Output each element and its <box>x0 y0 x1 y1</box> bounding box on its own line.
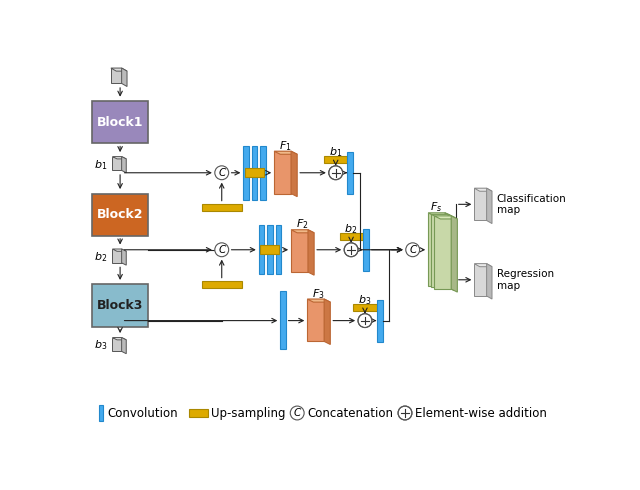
Bar <box>259 225 264 274</box>
Polygon shape <box>435 216 458 219</box>
Polygon shape <box>307 299 330 302</box>
Bar <box>113 338 122 351</box>
Circle shape <box>215 243 228 257</box>
Polygon shape <box>291 230 314 233</box>
Bar <box>252 146 257 200</box>
Polygon shape <box>122 157 126 173</box>
Text: C: C <box>409 245 417 255</box>
Text: Classification
map: Classification map <box>497 194 566 215</box>
Text: Convolution: Convolution <box>108 407 179 419</box>
Text: Block3: Block3 <box>97 299 143 312</box>
Bar <box>260 146 266 200</box>
Bar <box>376 300 383 342</box>
Bar <box>276 225 281 274</box>
Bar <box>280 292 285 349</box>
Text: Up-sampling: Up-sampling <box>211 407 285 419</box>
Bar <box>474 188 486 220</box>
Bar <box>92 101 148 144</box>
Circle shape <box>291 406 304 420</box>
Bar <box>202 281 242 288</box>
Polygon shape <box>448 214 454 291</box>
Bar <box>348 152 353 195</box>
Polygon shape <box>486 188 492 223</box>
Bar <box>435 216 451 289</box>
Polygon shape <box>111 68 127 71</box>
Bar <box>99 405 103 421</box>
Bar <box>307 299 324 342</box>
Polygon shape <box>291 151 297 196</box>
Text: C: C <box>218 168 225 178</box>
Text: $F_s$: $F_s$ <box>431 200 443 214</box>
Polygon shape <box>474 188 492 191</box>
Bar <box>274 151 291 194</box>
Text: $b_1$: $b_1$ <box>329 145 342 159</box>
Text: $F_2$: $F_2$ <box>296 218 309 231</box>
Polygon shape <box>122 338 126 354</box>
Text: $b_3$: $b_3$ <box>358 293 372 307</box>
Polygon shape <box>451 216 458 292</box>
Bar <box>260 245 280 254</box>
Text: $b_3$: $b_3$ <box>93 338 107 352</box>
Polygon shape <box>474 264 492 267</box>
Bar <box>363 229 369 271</box>
Circle shape <box>358 314 372 327</box>
Bar <box>428 213 445 286</box>
Polygon shape <box>431 214 454 218</box>
Text: $b_2$: $b_2$ <box>94 250 107 265</box>
Polygon shape <box>445 213 451 289</box>
Text: C: C <box>294 408 301 418</box>
Polygon shape <box>324 299 330 344</box>
Text: $F_1$: $F_1$ <box>279 139 292 153</box>
Text: Element-wise addition: Element-wise addition <box>415 407 547 419</box>
Text: Regression
map: Regression map <box>497 269 554 291</box>
Bar <box>113 249 122 263</box>
Circle shape <box>329 166 342 180</box>
Bar <box>267 225 273 274</box>
Text: $b_1$: $b_1$ <box>93 158 107 172</box>
Bar <box>340 233 363 240</box>
Bar <box>92 284 148 327</box>
Circle shape <box>215 166 228 180</box>
Circle shape <box>398 406 412 420</box>
Bar <box>245 168 264 177</box>
Polygon shape <box>428 213 451 216</box>
Bar <box>113 157 122 171</box>
Polygon shape <box>122 68 127 87</box>
Polygon shape <box>113 249 126 251</box>
Circle shape <box>344 243 358 257</box>
Text: $F_3$: $F_3$ <box>312 287 325 300</box>
Bar <box>92 194 148 236</box>
Bar <box>189 409 208 417</box>
Text: $b_2$: $b_2$ <box>344 222 358 236</box>
Polygon shape <box>113 338 126 340</box>
Bar <box>111 68 122 83</box>
Text: C: C <box>218 245 225 255</box>
Polygon shape <box>113 157 126 159</box>
Polygon shape <box>122 249 126 265</box>
Bar <box>243 146 249 200</box>
Text: Block1: Block1 <box>97 116 143 129</box>
Circle shape <box>406 243 420 257</box>
Text: Concatenation: Concatenation <box>307 407 393 419</box>
Text: Block2: Block2 <box>97 208 143 221</box>
Polygon shape <box>486 264 492 299</box>
Polygon shape <box>274 151 297 154</box>
Bar <box>474 264 486 296</box>
Bar <box>353 304 376 311</box>
Polygon shape <box>308 230 314 275</box>
Bar <box>431 214 448 288</box>
Bar <box>291 230 308 272</box>
Bar <box>324 156 348 163</box>
Bar <box>202 203 242 211</box>
